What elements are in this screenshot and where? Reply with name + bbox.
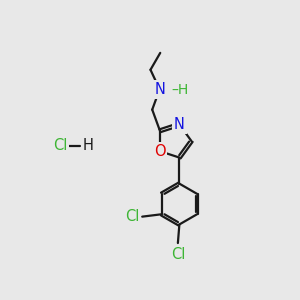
- Text: O: O: [154, 144, 166, 159]
- Text: Cl: Cl: [171, 247, 185, 262]
- Text: –H: –H: [171, 83, 188, 97]
- Text: H: H: [82, 138, 93, 153]
- Text: Cl: Cl: [125, 209, 140, 224]
- Text: N: N: [154, 82, 165, 97]
- Text: N: N: [174, 117, 185, 132]
- Text: Cl: Cl: [53, 138, 67, 153]
